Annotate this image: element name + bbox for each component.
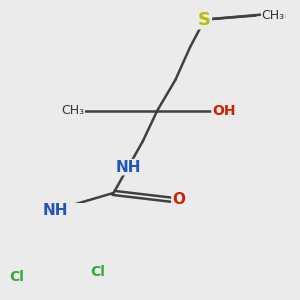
- Text: NH: NH: [116, 160, 141, 175]
- Text: Cl: Cl: [91, 265, 105, 279]
- Text: Cl: Cl: [10, 270, 25, 284]
- Text: CH₃: CH₃: [262, 9, 285, 22]
- Text: S: S: [198, 11, 211, 28]
- Text: CH₃: CH₃: [263, 8, 286, 21]
- Text: OH: OH: [212, 103, 236, 118]
- Text: O: O: [172, 192, 185, 207]
- Text: NH: NH: [43, 202, 68, 217]
- Text: CH₃: CH₃: [61, 104, 84, 117]
